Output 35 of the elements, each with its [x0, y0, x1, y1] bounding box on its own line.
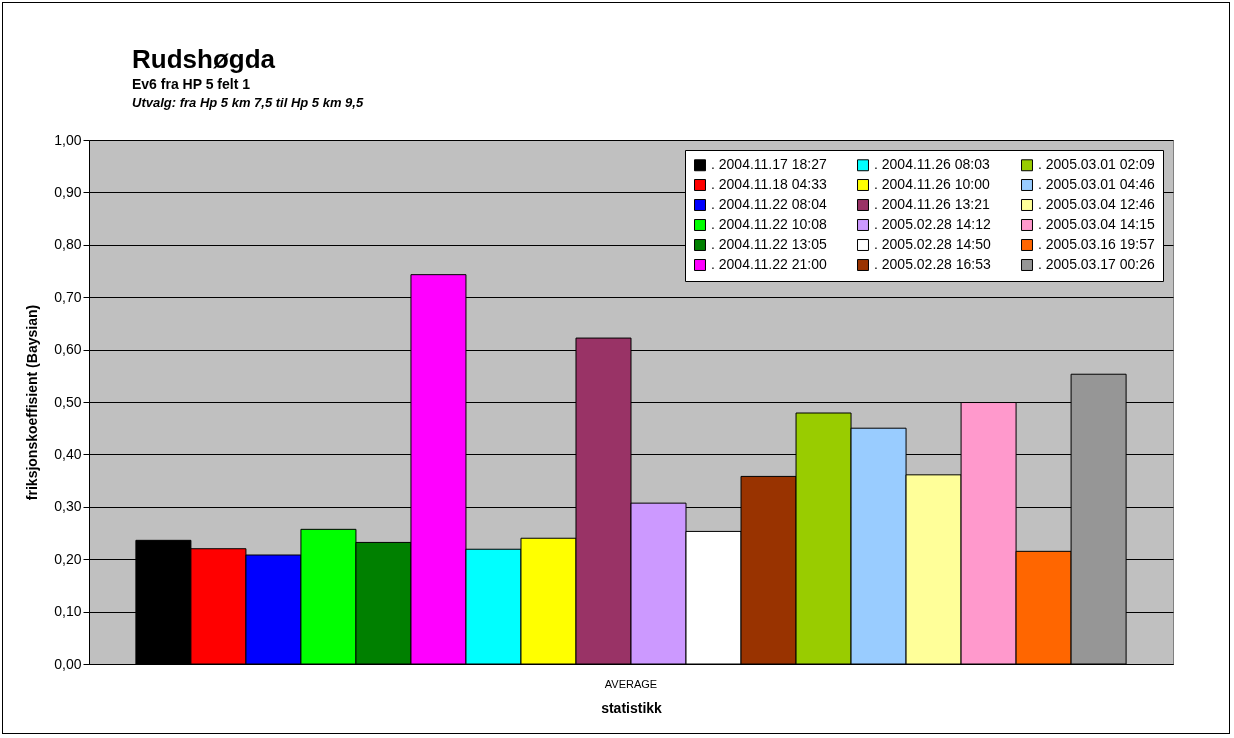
y-tick-label: 0,30 — [54, 498, 82, 515]
legend-label: . 2005.03.04 14:15 — [1038, 216, 1155, 232]
legend-label: . 2005.02.28 14:50 — [874, 236, 991, 252]
y-tick-label: 1,00 — [54, 131, 82, 148]
y-tick-label: 0,20 — [54, 550, 82, 567]
legend-label: . 2005.03.17 00:26 — [1038, 256, 1155, 272]
y-tick-label: 0,80 — [54, 236, 82, 253]
legend-label: . 2005.03.01 04:46 — [1038, 176, 1155, 192]
legend-label: . 2004.11.17 18:27 — [711, 156, 827, 173]
legend-label: . 2004.11.22 21:00 — [711, 256, 827, 272]
legend-label: . 2005.03.04 12:46 — [1038, 196, 1155, 212]
legend-label: . 2004.11.22 08:04 — [711, 196, 827, 212]
y-tick-label: 0,70 — [54, 288, 82, 305]
y-tick-label: 0,40 — [54, 445, 82, 462]
legend-label: . 2005.02.28 16:53 — [874, 256, 991, 272]
legend-label: . 2004.11.26 08:03 — [874, 156, 990, 173]
legend-label: . 2004.11.22 13:05 — [711, 236, 827, 252]
y-tick-label: 0,00 — [54, 655, 82, 672]
legend-label: . 2004.11.22 10:08 — [711, 216, 827, 232]
y-tick-label: 0,50 — [54, 393, 82, 410]
legend-label: . 2005.02.28 14:12 — [874, 216, 991, 232]
chart-title: Rudshøgda — [132, 44, 276, 74]
y-tick-label: 0,10 — [54, 603, 82, 620]
legend-label: . 2004.11.26 10:00 — [874, 176, 990, 192]
y-tick-label: 0,60 — [54, 341, 82, 358]
y-axis-title: friksjonskoeffisient (Baysian) — [24, 304, 41, 501]
legend-label: . 2004.11.18 04:33 — [711, 176, 827, 192]
legend-label: . 2005.03.01 02:09 — [1038, 156, 1155, 173]
y-tick-label: 0,90 — [54, 183, 82, 200]
x-axis-title: statistikk — [601, 699, 663, 716]
text: Utvalg: fra Hp 5 km 7,5 til Hp 5 km 9,5 — [132, 94, 364, 112]
chart-subtitle: Ev6 fra HP 5 felt 1 — [132, 75, 252, 94]
legend-label: . 2004.11.26 13:21 — [874, 196, 990, 212]
x-tick-label: AVERAGE — [604, 677, 658, 690]
legend-label: . 2005.03.16 19:57 — [1038, 236, 1155, 252]
